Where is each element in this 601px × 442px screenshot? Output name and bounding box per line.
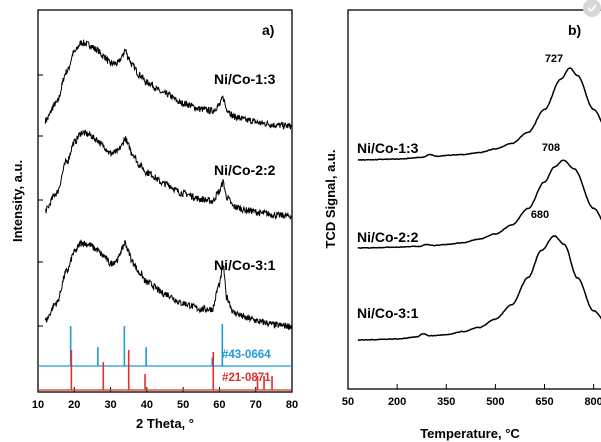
panel-b-tpr: b) 50 200 350 500 650 800 Ni/Co-1:3 Ni/Co-2:2…: [323, 9, 601, 441]
panel-b-tag: b): [568, 22, 581, 38]
panel-b-y-axis-title: TCD Signal, a.u.: [323, 150, 338, 249]
peak-label-727: 727: [545, 53, 563, 65]
panel-a-axes-frame: [37, 9, 293, 393]
xrd-curve-ni-co-1-3: [44, 39, 293, 130]
panel-a-x-axis-title: 2 Theta, °: [136, 416, 194, 431]
series-label-ni-co-1-3: Ni/Co-1:3: [214, 71, 276, 87]
panel-b-x-tick-label: 800: [584, 396, 601, 408]
xrd-curve-ni-co-3-1: [44, 239, 293, 331]
panel-b-curves: [357, 67, 601, 341]
tpr-curve-ni-co-1-3: [357, 67, 601, 162]
series-label-ni-co-3-1: Ni/Co-3:1: [214, 257, 276, 273]
peak-label-680: 680: [531, 209, 549, 221]
panel-a-y-axis-title: Intensity, a.u.: [10, 160, 25, 242]
panel-b-x-ticks: 50 200 350 500 650 800: [342, 384, 601, 408]
panel-a-y-ticks: [38, 74, 43, 327]
peak-label-708: 708: [542, 142, 560, 154]
tpr-curve-ni-co-3-1: [357, 235, 601, 341]
panel-a-x-tick-label: 40: [141, 399, 153, 411]
panel-a-x-tick-label: 20: [68, 399, 80, 411]
panel-a-curves: [44, 39, 293, 331]
panel-a-x-tick-label: 10: [32, 399, 44, 411]
series-label-ni-co-2-2: Ni/Co-2:2: [214, 162, 276, 178]
panel-a-reference-patterns: [38, 324, 292, 391]
ref-label-43-0664: #43-0664: [222, 349, 271, 361]
panel-a-xrd: a) 10 20 30 40 50 60 70 80 Ni/Co-1:3 Ni/Co-2:2 …: [10, 9, 298, 431]
corner-badge-icon: [583, 0, 601, 17]
panel-b-x-tick-label: 650: [535, 396, 553, 408]
panel-a-x-tick-label: 60: [213, 399, 225, 411]
panel-b-axes-frame: [347, 9, 601, 390]
panel-b-x-tick-label: 200: [388, 396, 406, 408]
panel-a-x-tick-label: 70: [250, 399, 262, 411]
panel-a-x-tick-label: 30: [104, 399, 116, 411]
ref-label-21-0871: #21-0871: [222, 372, 271, 384]
panel-b-x-tick-label: 350: [437, 396, 455, 408]
tpr-series-label-ni-co-1-3: Ni/Co-1:3: [357, 140, 419, 156]
tpr-series-label-ni-co-2-2: Ni/Co-2:2: [357, 229, 419, 245]
tpr-series-label-ni-co-3-1: Ni/Co-3:1: [357, 305, 419, 321]
panel-a-x-tick-label: 80: [286, 399, 298, 411]
panel-b-x-tick-label: 500: [486, 396, 504, 408]
panel-b-x-tick-label: 50: [342, 396, 354, 408]
xrd-curve-ni-co-2-2: [45, 129, 292, 220]
tpr-curve-ni-co-2-2: [357, 159, 601, 249]
panel-b-x-axis-title: Temperature, °C: [420, 426, 520, 441]
panel-a-x-tick-label: 50: [177, 399, 189, 411]
panel-a-tag: a): [262, 22, 274, 38]
